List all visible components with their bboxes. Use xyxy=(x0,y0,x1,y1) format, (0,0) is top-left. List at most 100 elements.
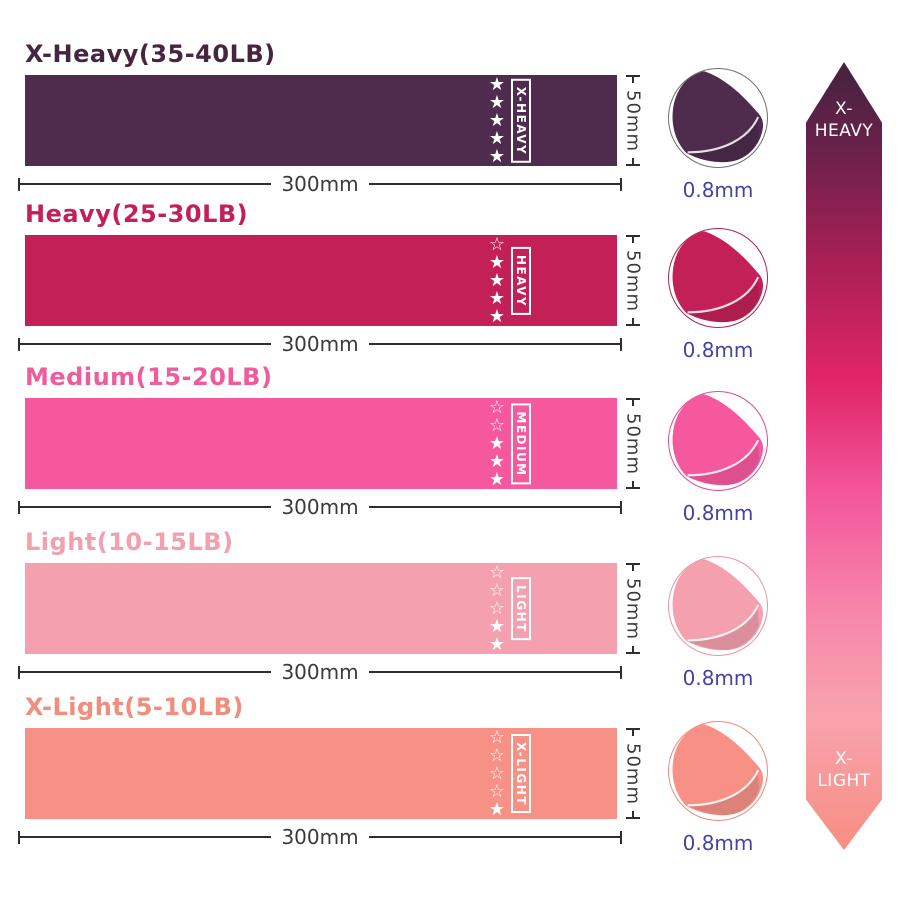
height-dimension: 50mm xyxy=(620,235,646,326)
width-dimension: 300mm xyxy=(18,825,623,849)
star-icon: ★ xyxy=(488,145,505,167)
dimension-tick-icon xyxy=(626,318,640,326)
band-row-light: Light(10-15LB) ☆ ☆ ☆ ★ ★ LIGHT 50mm 300m… xyxy=(0,528,900,690)
strength-stars: ☆ ☆ ★ ★ ★ xyxy=(489,398,505,489)
folded-band-illustration xyxy=(672,393,764,486)
width-dimension: 300mm xyxy=(18,660,623,684)
height-dimension: 50mm xyxy=(620,563,646,654)
width-label: 300mm xyxy=(281,172,359,196)
folded-band-illustration xyxy=(672,230,764,323)
star-icon: ☆ xyxy=(488,396,505,418)
band-rectangle: ★ ★ ★ ★ ★ X-HEAVY xyxy=(25,75,617,166)
star-icon: ★ xyxy=(488,450,505,472)
band-rectangle: ☆ ☆ ☆ ☆ ★ X-LIGHT xyxy=(25,728,617,819)
star-icon: ★ xyxy=(488,615,505,637)
band-row-xlight: X-Light(5-10LB) ☆ ☆ ☆ ☆ ★ X-LIGHT 50mm 3… xyxy=(0,693,900,855)
dimension-tick-icon xyxy=(626,728,640,736)
dimension-tick-icon xyxy=(626,811,640,819)
band-label-box: LIGHT xyxy=(511,576,531,641)
scale-bottom-label: X- LIGHT xyxy=(817,749,871,792)
height-label: 50mm xyxy=(622,249,644,312)
star-icon: ☆ xyxy=(488,597,505,619)
folded-band-photo xyxy=(668,68,768,168)
star-icon: ☆ xyxy=(488,579,505,601)
dimension-tick-icon xyxy=(620,830,623,844)
dimension-tick-icon xyxy=(18,830,20,844)
dimension-line xyxy=(368,183,621,185)
scale-top-label: X- HEAVY xyxy=(814,99,874,142)
dimension-tick-icon xyxy=(620,337,623,351)
dimension-tick-icon xyxy=(626,235,640,243)
strength-stars: ☆ ★ ★ ★ ★ xyxy=(489,235,505,326)
band-row-heavy: Heavy(25-30LB) ☆ ★ ★ ★ ★ HEAVY 50mm 300m… xyxy=(0,200,900,362)
star-icon: ★ xyxy=(488,91,505,113)
folded-band-photo xyxy=(668,721,768,821)
thickness-label: 0.8mm xyxy=(682,501,754,525)
width-label: 300mm xyxy=(281,332,359,356)
dimension-line xyxy=(20,343,272,345)
band-label-box: X-LIGHT xyxy=(511,733,531,814)
thickness-label: 0.8mm xyxy=(682,831,754,855)
dimension-line xyxy=(368,506,621,508)
folded-band-photo xyxy=(668,556,768,656)
star-icon: ☆ xyxy=(488,726,505,748)
star-icon: ☆ xyxy=(488,233,505,255)
width-dimension: 300mm xyxy=(18,172,623,196)
folded-band-illustration xyxy=(672,70,764,163)
dimension-line xyxy=(20,183,272,185)
band-label: MEDIUM xyxy=(514,410,528,477)
height-label: 50mm xyxy=(622,742,644,805)
star-icon: ☆ xyxy=(488,414,505,436)
width-dimension: 300mm xyxy=(18,495,623,519)
star-icon: ★ xyxy=(488,305,505,327)
dimension-tick-icon xyxy=(18,500,20,514)
band-row-xheavy: X-Heavy(35-40LB) ★ ★ ★ ★ ★ X-HEAVY 50mm … xyxy=(0,40,900,202)
dimension-tick-icon xyxy=(626,398,640,406)
dimension-line xyxy=(368,836,621,838)
thickness-label: 0.8mm xyxy=(682,338,754,362)
band-label: HEAVY xyxy=(514,254,528,307)
star-icon: ☆ xyxy=(488,762,505,784)
height-label: 50mm xyxy=(622,577,644,640)
star-icon: ★ xyxy=(488,287,505,309)
star-icon: ★ xyxy=(488,798,505,820)
dimension-line xyxy=(20,671,272,673)
dimension-tick-icon xyxy=(620,665,623,679)
star-icon: ★ xyxy=(488,251,505,273)
star-icon: ★ xyxy=(488,468,505,490)
thickness-label: 0.8mm xyxy=(682,666,754,690)
star-icon: ★ xyxy=(488,73,505,95)
band-title: Medium(15-20LB) xyxy=(25,363,273,391)
folded-band-photo xyxy=(668,391,768,491)
band-label-box: HEAVY xyxy=(511,246,531,315)
dimension-tick-icon xyxy=(626,481,640,489)
width-label: 300mm xyxy=(281,495,359,519)
star-icon: ☆ xyxy=(488,780,505,802)
strength-stars: ★ ★ ★ ★ ★ xyxy=(489,75,505,166)
height-dimension: 50mm xyxy=(620,75,646,166)
folded-band-illustration xyxy=(672,723,764,816)
band-title: Light(10-15LB) xyxy=(25,528,234,556)
band-rectangle: ☆ ★ ★ ★ ★ HEAVY xyxy=(25,235,617,326)
band-row-medium: Medium(15-20LB) ☆ ☆ ★ ★ ★ MEDIUM 50mm 30… xyxy=(0,363,900,525)
dimension-line xyxy=(368,671,621,673)
dimension-tick-icon xyxy=(18,337,20,351)
star-icon: ★ xyxy=(488,109,505,131)
band-label-box: X-HEAVY xyxy=(511,78,531,163)
strength-stars: ☆ ☆ ☆ ★ ★ xyxy=(489,563,505,654)
dimension-tick-icon xyxy=(620,177,623,191)
width-label: 300mm xyxy=(281,660,359,684)
dimension-tick-icon xyxy=(626,563,640,571)
width-label: 300mm xyxy=(281,825,359,849)
band-label: X-LIGHT xyxy=(514,741,528,806)
star-icon: ★ xyxy=(488,269,505,291)
height-dimension: 50mm xyxy=(620,398,646,489)
band-rectangle: ☆ ☆ ★ ★ ★ MEDIUM xyxy=(25,398,617,489)
dimension-line xyxy=(20,506,272,508)
band-label: X-HEAVY xyxy=(514,86,528,155)
strength-stars: ☆ ☆ ☆ ☆ ★ xyxy=(489,728,505,819)
dimension-line xyxy=(368,343,621,345)
star-icon: ☆ xyxy=(488,744,505,766)
height-label: 50mm xyxy=(622,412,644,475)
